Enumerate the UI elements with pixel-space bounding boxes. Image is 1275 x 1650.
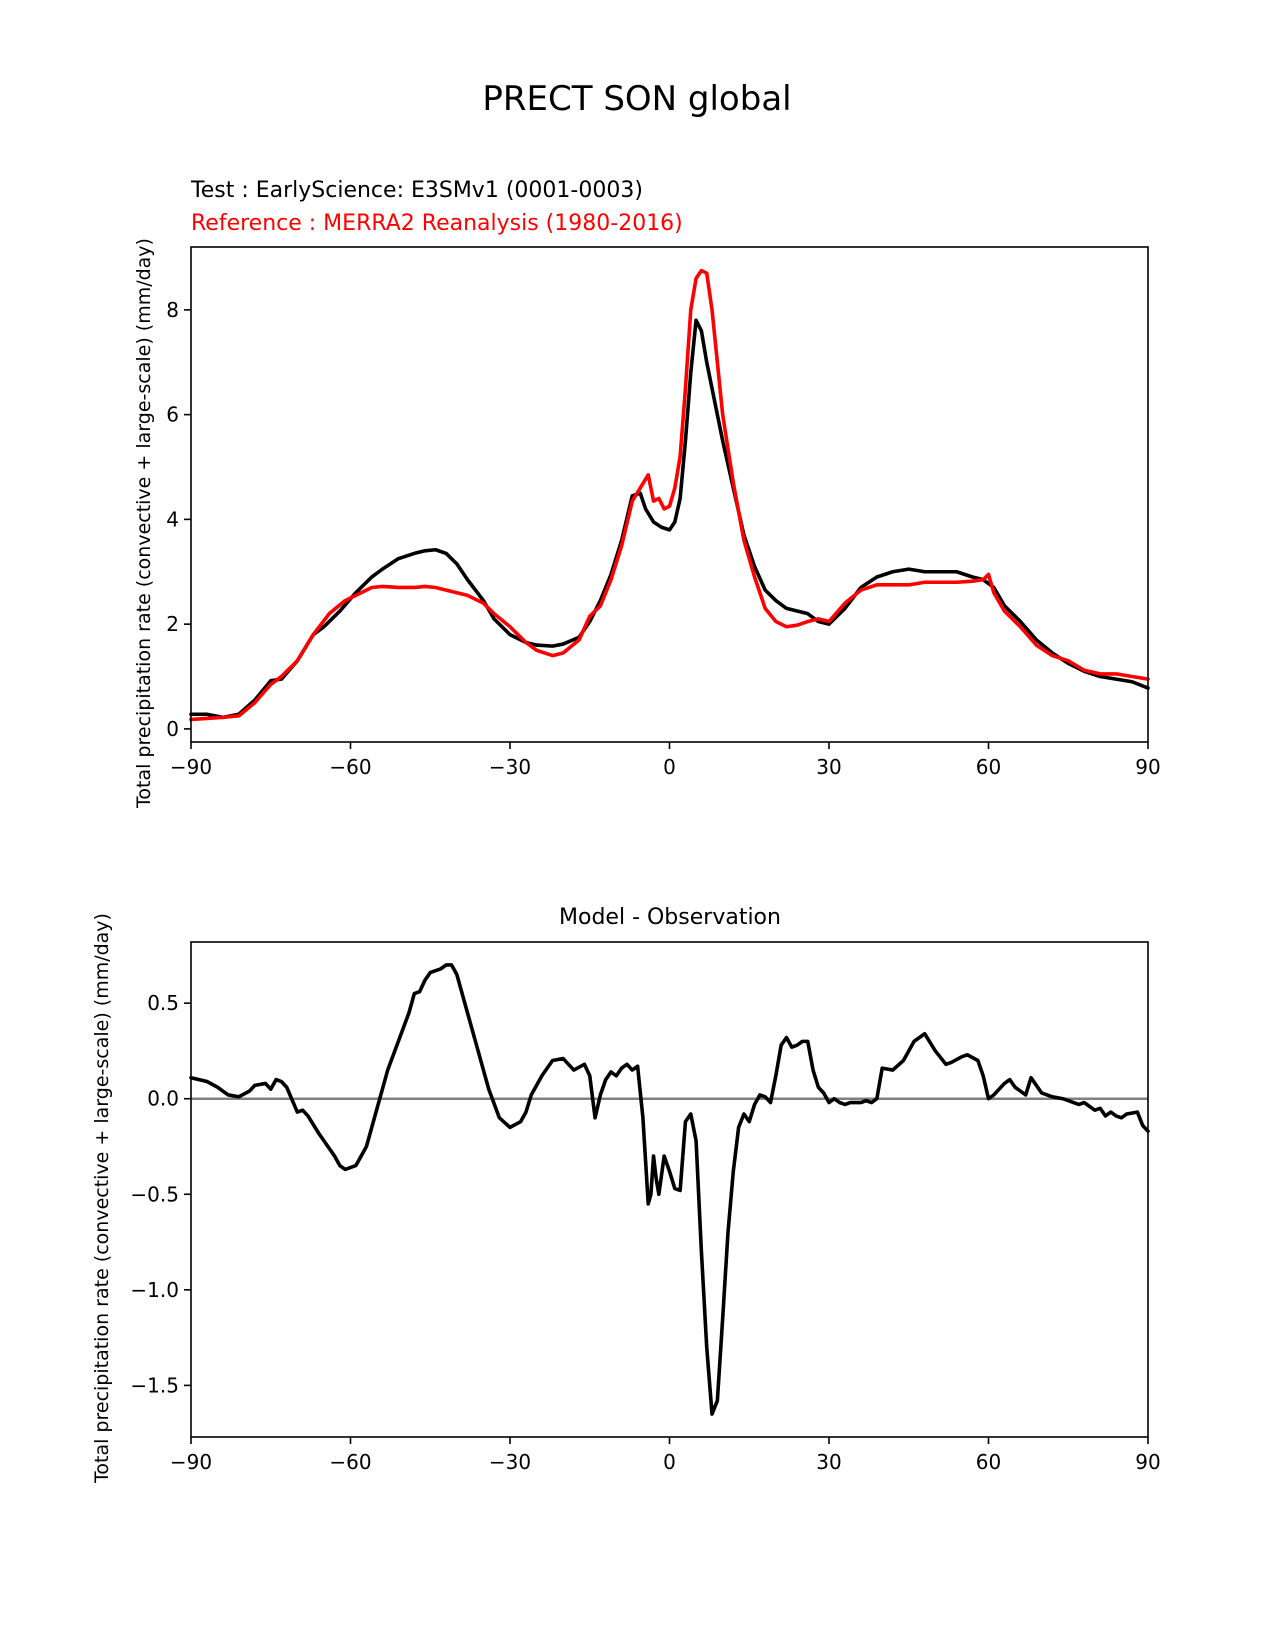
y-tick-label: −0.5 [130,1182,179,1206]
x-tick-label: 90 [1135,755,1160,779]
x-tick-label: 0 [663,1450,676,1474]
bottom-y-axis-label: Total precipitation rate (convective + l… [91,913,113,1484]
y-tick-label: 2 [166,612,179,636]
top-panel: Test : EarlyScience: E3SMv1 (0001-0003) … [133,178,1161,809]
x-tick-label: −30 [489,755,531,779]
x-tick-label: −90 [170,755,212,779]
x-tick-label: −60 [329,1450,371,1474]
test-label: Test : EarlyScience: E3SMv1 (0001-0003) [190,178,643,203]
y-tick-label: 6 [166,403,179,427]
bottom-panel: Model - Observation Total precipitation … [91,905,1161,1484]
x-tick-label: −60 [329,755,371,779]
y-tick-label: 0 [166,717,179,741]
reference-label: Reference : MERRA2 Reanalysis (1980-2016… [191,211,683,236]
y-tick-label: −1.5 [130,1373,179,1397]
top-plot-area: −90 −60 −30 0 30 60 90 0 2 4 6 8 [166,246,1161,779]
bottom-plot-area: −90 −60 −30 0 30 60 90 −1.5 −1.0 −0.5 0.0 0.5 [130,941,1161,1474]
top-y-axis-label: Total precipitation rate (convective + l… [133,238,155,809]
y-tick-label: 0.5 [147,991,179,1015]
axes-frame [190,246,1149,743]
x-tick-label: 90 [1135,1450,1160,1474]
series-line-model-observation [189,963,1150,1416]
y-tick-label: 0.0 [147,1087,179,1111]
x-tick-label: 60 [976,755,1001,779]
series-line-test [189,318,1150,720]
bottom-panel-title: Model - Observation [559,905,781,930]
series-line-reference [189,268,1150,722]
y-tick-label: 4 [166,507,179,531]
x-tick-label: −90 [170,1450,212,1474]
y-tick-label: 8 [166,298,179,322]
x-tick-label: 30 [816,1450,841,1474]
x-tick-label: −30 [489,1450,531,1474]
figure-title: PRECT SON global [482,79,791,119]
axes-frame [190,941,1149,1438]
y-tick-label: −1.0 [130,1278,179,1302]
x-tick-label: 0 [663,755,676,779]
x-tick-label: 60 [976,1450,1001,1474]
x-tick-label: 30 [816,755,841,779]
